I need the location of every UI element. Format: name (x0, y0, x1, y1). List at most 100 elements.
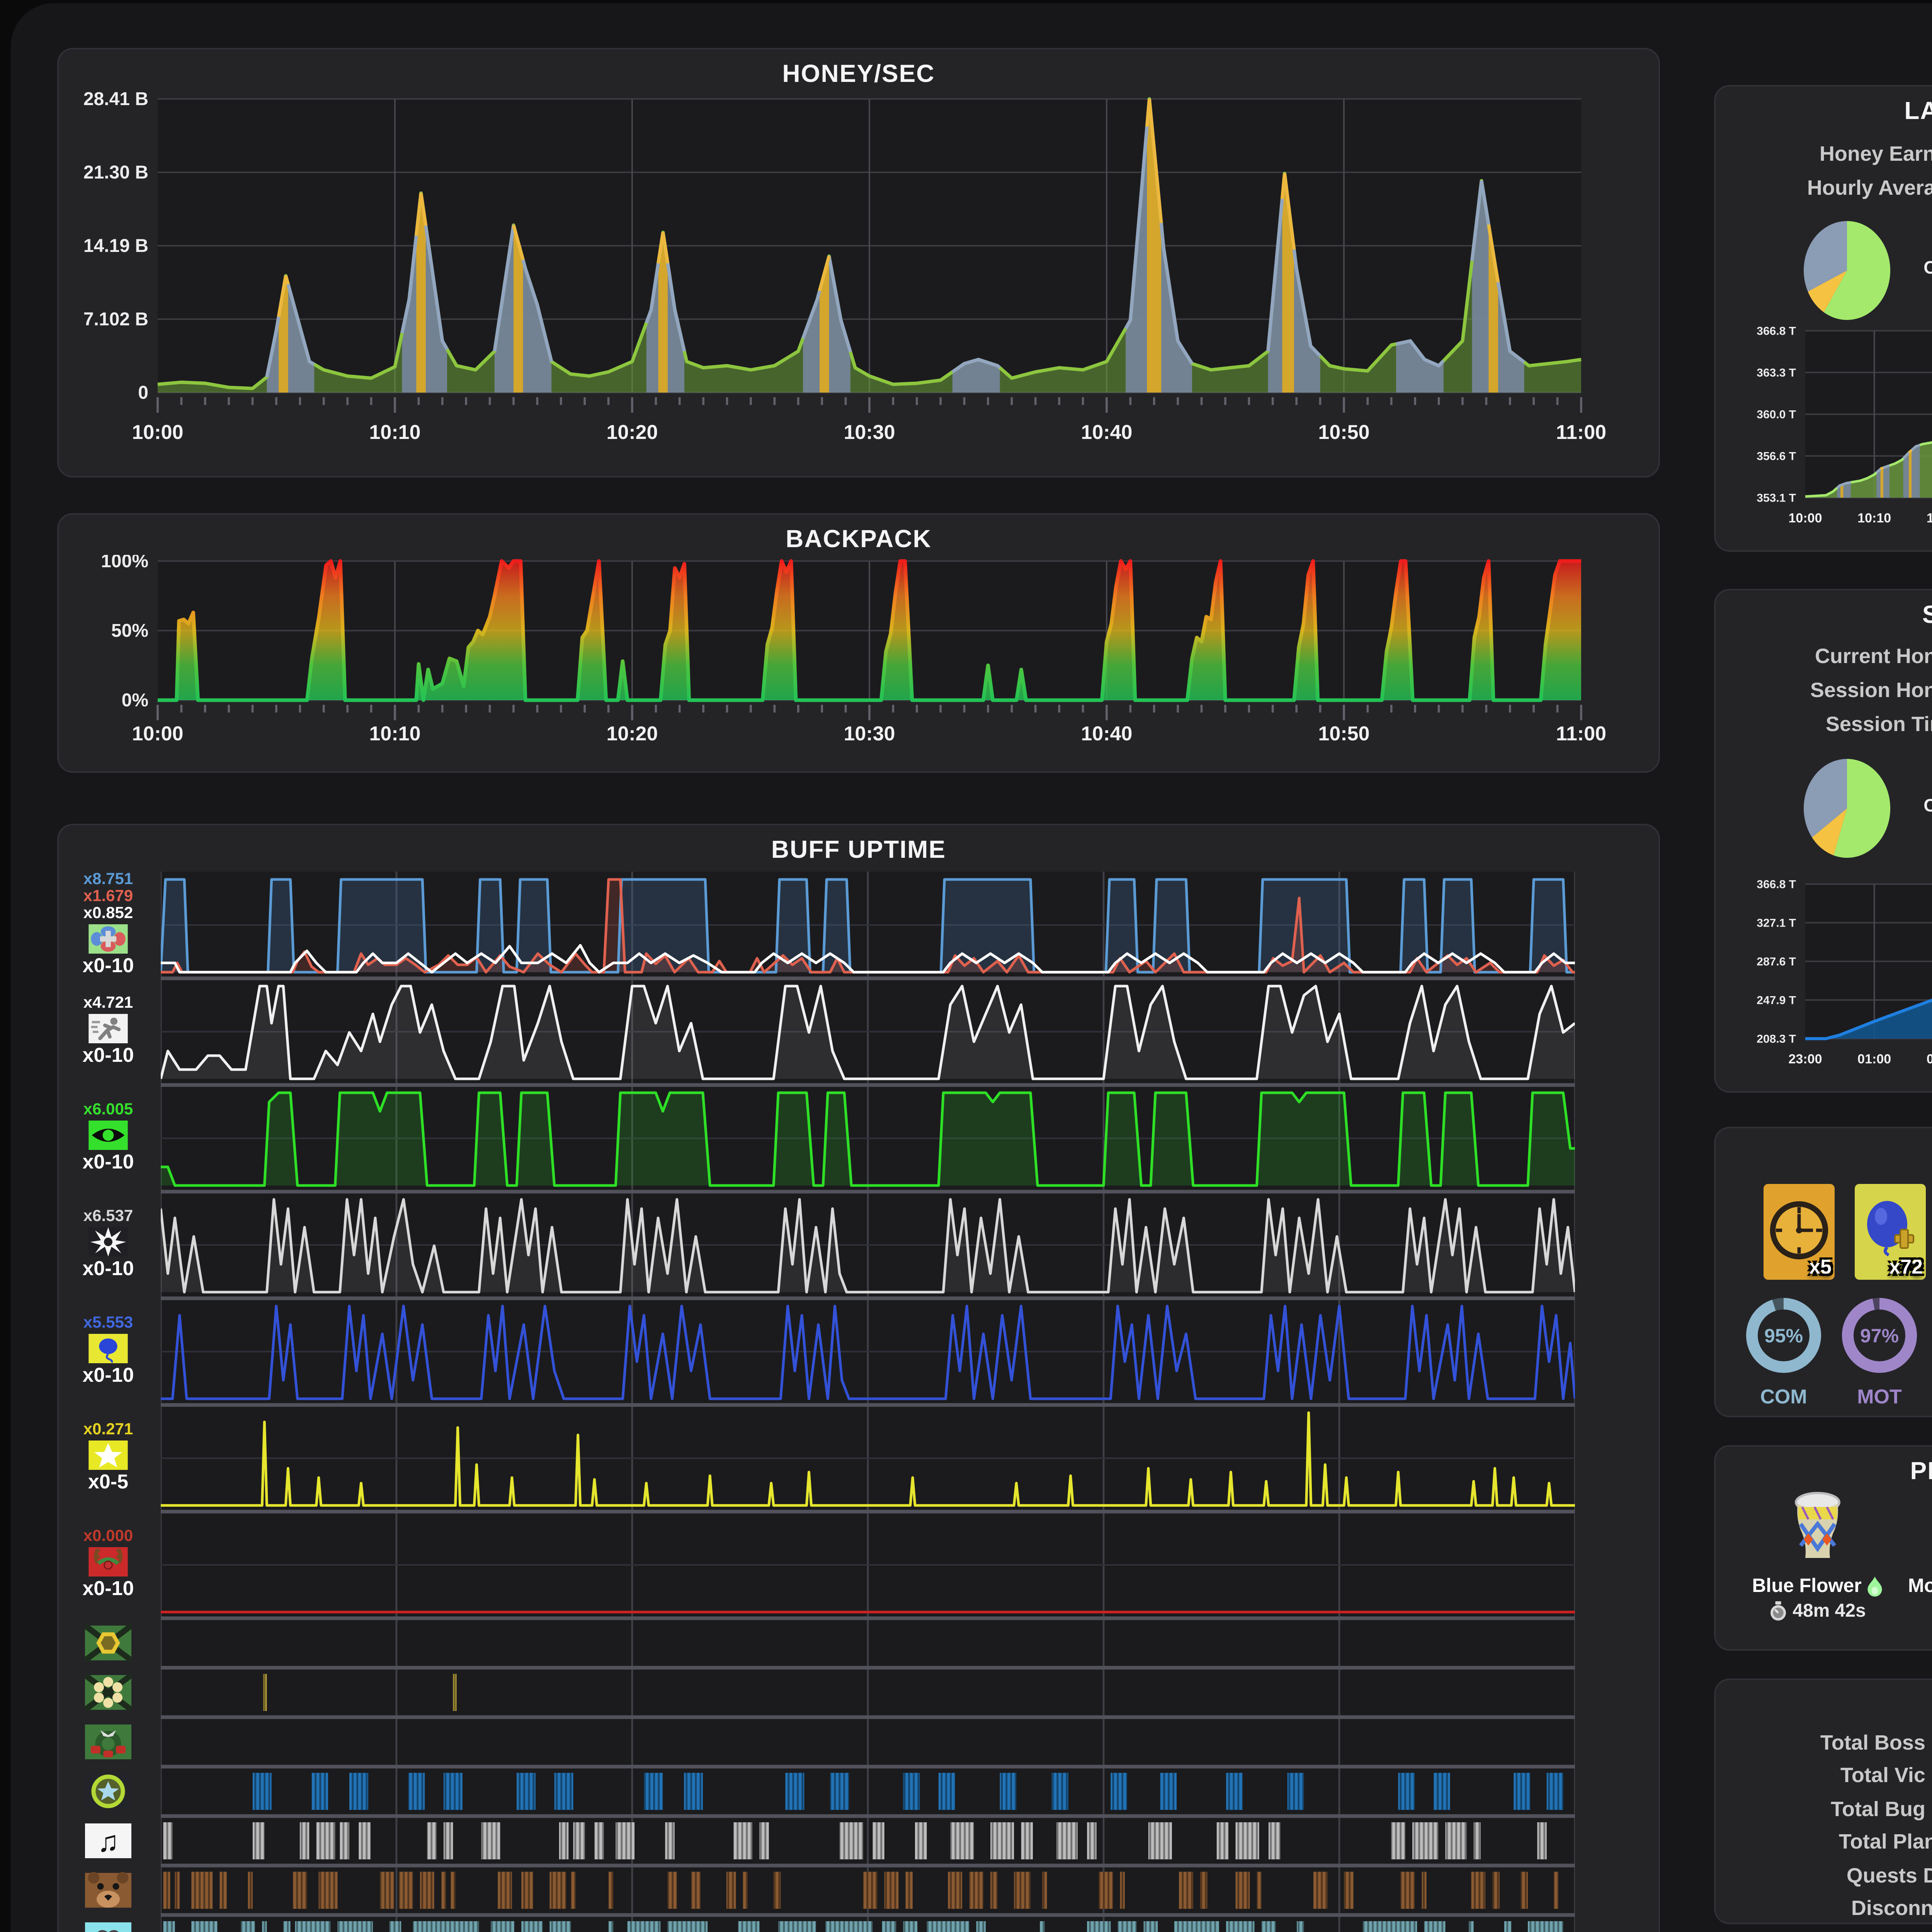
svg-text:10:50: 10:50 (1318, 421, 1370, 444)
buff-tile-balloon-plus: x72 (1855, 1184, 1926, 1280)
eye-icon (88, 1121, 128, 1150)
stats-panel: STATS Total Boss Kills0Total Vic Kills0T… (1714, 1679, 1932, 1924)
planters-title: PLANTERS (1910, 1459, 1932, 1485)
honey_sec-svg: 28.41 B 21.30 B 14.19 B 7.102 B 0 10:00 10:10 1… (83, 89, 1606, 444)
buff-multiplier: x6.005 (83, 1100, 133, 1119)
buff-range: x0-10 (82, 1577, 134, 1600)
session-honey-label: Session Honey (1810, 678, 1932, 701)
svg-text:327.1 T: 327.1 T (1757, 917, 1796, 929)
buff-range: x0-10 (82, 1363, 134, 1386)
buffs-title: BUFFS (1716, 1141, 1932, 1168)
svg-text:10:20: 10:20 (607, 421, 658, 444)
legend-label: Other (1910, 832, 1932, 850)
svg-text:10:00: 10:00 (132, 723, 184, 745)
backpack-panel: BACKPACK 100% 50% 0% 10:00 10:10 10:20 10:30 10… (57, 513, 1660, 773)
stat-label: Quests Done (1846, 1863, 1932, 1886)
svg-text:356.6 T: 356.6 T (1757, 450, 1796, 463)
buff-multiplier: x0.271 (83, 1420, 133, 1439)
svg-text:10:10: 10:10 (1857, 511, 1891, 526)
ring-label: MOT (1857, 1385, 1902, 1408)
planter-time: 48m 42s (1793, 1600, 1866, 1621)
buff-row-icon-bear (59, 1866, 158, 1915)
planter-name: Blue Flower (1752, 1575, 1862, 1597)
buff-uptime-panel: BUFF UPTIME x8.751 x1.679 x0.852 x0-10 x4.72… (57, 824, 1660, 1932)
planters-panel: PLANTERS Blue Flower 48m 42s Mountain Top5… (1714, 1445, 1932, 1651)
planter-blue-flower: Blue Flower 48m 42s (1737, 1487, 1898, 1621)
backpack-chart: 100% 50% 0% 10:00 10:10 10:20 10:30 10:40 10:50 1… (71, 551, 1624, 765)
svg-text:01:00: 01:00 (1857, 1052, 1891, 1066)
buff-row-icon-heart (59, 1915, 158, 1932)
honey-earned-row: Honey Earned 13.53 T▲ (1716, 138, 1932, 168)
svg-text:03:00: 03:00 (1927, 1052, 1932, 1066)
svg-text:10:00: 10:00 (1789, 511, 1822, 526)
buff-row-label-runner: x4.721 x0-10 (59, 978, 158, 1085)
buff-range: x0-10 (82, 1257, 134, 1280)
buffs-panel: BUFFS x5x72x6.00x1.19x2 95%COM97%MOT95%S… (1714, 1127, 1932, 1417)
session_activity-svg (1804, 759, 1891, 858)
balloon-plus-icon (1855, 1184, 1926, 1280)
legend-label: Convert (1910, 260, 1932, 278)
svg-text:11:00: 11:00 (1556, 723, 1606, 745)
stat-row-total-vic-kills: Total Vic Kills0 (1716, 1760, 1932, 1791)
svg-text:10:50: 10:50 (1318, 723, 1370, 745)
buff-range: x0-10 (82, 1043, 134, 1066)
buff-multiplier: x6.537 (83, 1207, 133, 1226)
buff-row-icon-flower-flag (59, 1668, 158, 1717)
svg-text:50%: 50% (111, 621, 148, 641)
svg-text:287.6 T: 287.6 T (1757, 955, 1796, 968)
heart-icon (85, 1922, 131, 1932)
flower-flag-icon (85, 1674, 131, 1711)
buff-row-label-burst: x6.537 x0-10 (59, 1192, 158, 1298)
svg-text:97%: 97% (1860, 1325, 1899, 1347)
last_hour_honey-svg: 366.8 T 363.3 T 360.0 T 356.6 T 353.1 T 10:00… (1757, 325, 1932, 526)
ring-label: COM (1760, 1385, 1807, 1408)
session-honey-row: Session Honey 158.4 T (1716, 674, 1932, 705)
flame-icon (1868, 1576, 1883, 1596)
svg-text:208.3 T: 208.3 T (1757, 1032, 1796, 1045)
stat-label: Disconnects (1851, 1896, 1932, 1920)
star-badge-icon (85, 1774, 131, 1809)
legend-row-gather: Gather00:35:4159% (1910, 218, 1932, 252)
stat-row-total-bug-kills: Total Bug Kills95▲8 (1716, 1793, 1932, 1824)
buff-tile-clock: x5 (1764, 1184, 1835, 1280)
buff-range: x0-10 (82, 1150, 134, 1173)
buff-row-icon-star-badge (59, 1767, 158, 1816)
current-honey-row: Current Honey 366.8 T (1716, 640, 1932, 671)
svg-text:23:00: 23:00 (1789, 1052, 1822, 1066)
burst-icon (88, 1227, 128, 1257)
stat-row-total-planters: Total Planters30▲2 (1716, 1826, 1932, 1857)
stat-row-total-boss-kills: Total Boss Kills0 (1716, 1726, 1932, 1757)
svg-text:100%: 100% (101, 555, 148, 571)
svg-text:360.0 T: 360.0 T (1757, 408, 1796, 421)
session_honey-svg: 366.8 T 327.1 T 287.6 T 247.9 T 208.3 T 23:00… (1757, 878, 1932, 1066)
svg-text:10:30: 10:30 (844, 421, 895, 444)
honey-sec-chart: 28.41 B 21.30 B 14.19 B 7.102 B 0 10:00 10:10 1… (71, 89, 1624, 467)
buff-row-label-petals-plus: x8.751 x1.679 x0.852 x0-10 (59, 871, 158, 978)
svg-text:10:40: 10:40 (1081, 421, 1133, 444)
need-ring-mot: 97% MOT (1836, 1295, 1923, 1408)
svg-text:10:30: 10:30 (844, 723, 895, 745)
buff-multiplier: x4.721 (83, 994, 133, 1012)
current-honey-label: Current Honey (1815, 644, 1932, 667)
last-hour-legend: Gather00:35:4159%Convert00:05:209%Other0… (1910, 218, 1932, 320)
legend-label: Gather (1910, 764, 1932, 782)
stat-row-quests-done: Quests Done0 (1716, 1859, 1932, 1890)
legend-row-other: Other04:06:3435% (1910, 824, 1932, 858)
legend-label: Other (1910, 294, 1932, 312)
svg-text:366.8 T: 366.8 T (1757, 325, 1796, 337)
honey-earned-label: Honey Earned (1819, 141, 1932, 165)
svg-text:♫: ♫ (97, 1825, 119, 1858)
buff-tile-value: x5 (1809, 1255, 1832, 1278)
stat-label: Total Boss Kills (1820, 1730, 1932, 1753)
session-title: SESSION (1716, 603, 1932, 631)
svg-text:363.3 T: 363.3 T (1757, 366, 1796, 379)
buff-row-label-antlers: x0.000 x0-10 (59, 1512, 158, 1618)
session-time-row: Session Time 11:34:39 (1716, 708, 1932, 739)
svg-text:7.102 B: 7.102 B (83, 309, 148, 330)
petals-plus-icon (88, 924, 128, 954)
antlers-icon (88, 1547, 128, 1577)
session-pie-chart (1802, 757, 1892, 859)
